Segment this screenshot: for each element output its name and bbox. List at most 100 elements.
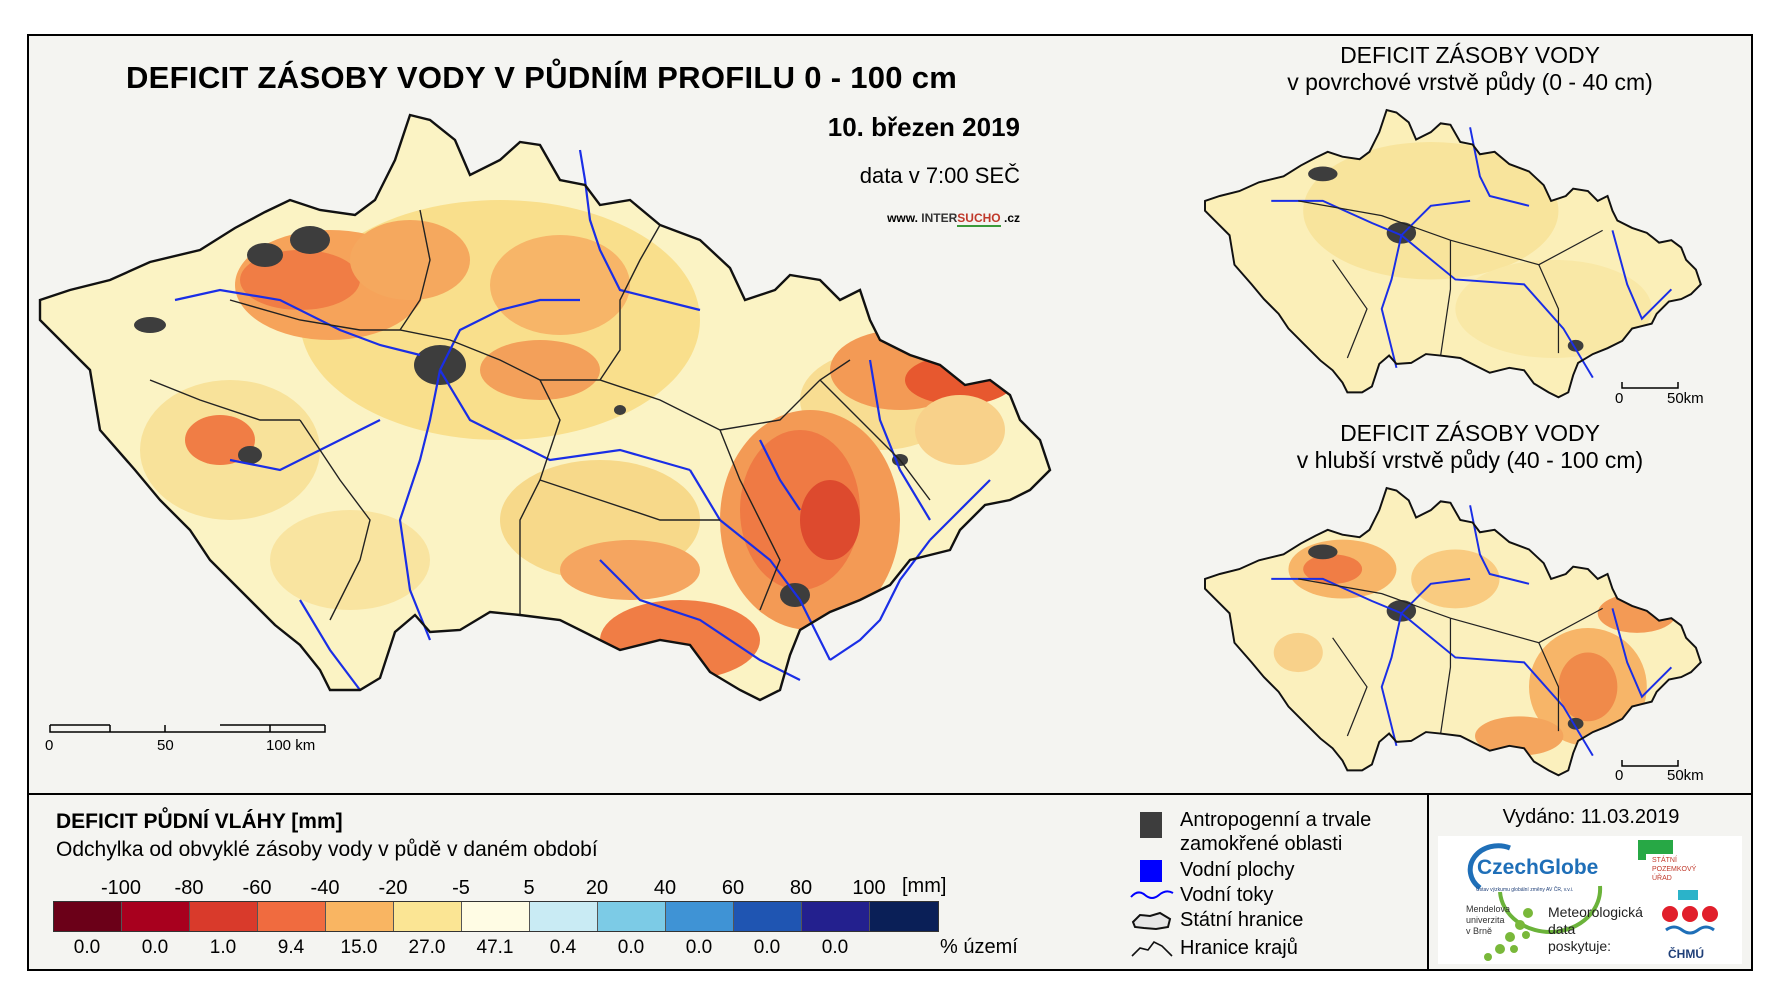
legend-percent-value: 0.0 (821, 937, 849, 958)
legend-percent-label: % území (940, 936, 1018, 958)
legend-unit: [mm] (902, 875, 947, 897)
legend-swatch (122, 902, 190, 931)
mendelu-logo-icon (1484, 908, 1533, 961)
legend-tick: -5 (452, 877, 470, 899)
website-brand-a: INTER (921, 211, 958, 225)
issued-date: Vydáno: 11.03.2019 (1502, 806, 1680, 828)
meteo-data-text: Meteorologická data poskytuje: (1548, 904, 1643, 955)
water-body-icon (1140, 860, 1162, 882)
inset-top-title-line2: v povrchové vrstvě půdy (0 - 40 cm) (1287, 69, 1653, 95)
legend-swatch (54, 902, 122, 931)
legend-swatch (326, 902, 394, 931)
spu-logo-icon (1638, 840, 1673, 854)
inset-top-scale-bar (1621, 382, 1679, 389)
legend-tick: 100 (852, 877, 886, 899)
legend-tick: -80 (174, 877, 204, 899)
inset-bottom-title-line1: DEFICIT ZÁSOBY VODY (1340, 420, 1600, 446)
legend-swatch (734, 902, 802, 931)
legend-tick: -100 (100, 877, 142, 899)
spu-logo-line2: POZEMKOVÝ (1652, 866, 1697, 873)
inset-bottom-scale-bar (1621, 760, 1679, 767)
symbol-label-anthropogenic-1: Antropogenní a trvale (1180, 809, 1372, 831)
anthropogenic-area-icon (1140, 812, 1162, 838)
legend-percent-value: 9.4 (277, 937, 305, 958)
main-map-date: 10. březen 2019 (827, 112, 1020, 142)
main-scale-label-100: 100 km (266, 737, 316, 754)
legend-percent-value: 0.4 (549, 937, 577, 958)
legend-swatch (666, 902, 734, 931)
legend-tick: 40 (653, 877, 677, 899)
inset-top-title: DEFICIT ZÁSOBY VODY v povrchové vrstvě p… (1230, 42, 1710, 96)
mendelu-line1: Mendelova (1466, 904, 1511, 914)
legend-percent-value: 0.0 (141, 937, 169, 958)
symbol-label-state-border: Státní hranice (1180, 909, 1304, 931)
inset-top-scale-0: 0 (1615, 390, 1624, 407)
legend-percent-value: 27.0 (408, 937, 446, 958)
legend-swatch (190, 902, 258, 931)
inset-bottom-scale-0: 0 (1615, 767, 1624, 784)
state-border-icon (1131, 911, 1172, 931)
intersucho-website[interactable]: www. INTERSUCHO .cz (820, 211, 1020, 227)
symbol-label-river: Vodní toky (1180, 884, 1274, 906)
legend-swatch (598, 902, 666, 931)
legend-title: DEFICIT PŮDNÍ VLÁHY [mm] (56, 810, 343, 833)
main-scale-bar (49, 724, 326, 733)
legend-percent-value: 0.0 (753, 937, 781, 958)
symbol-label-anthropogenic-2: zamokřené oblasti (1180, 833, 1343, 855)
symbol-label-water-body: Vodní plochy (1180, 859, 1295, 881)
chmu-logo-icon (1662, 890, 1718, 935)
spu-logo-text: STÁTNÍ POZEMKOVÝ ÚŘAD (1652, 856, 1696, 883)
main-map-data-time: data v 7:00 SEČ (859, 163, 1020, 188)
mendelu-logo-text: Mendelova univerzita v Brně (1466, 904, 1510, 937)
legend-tick: 20 (585, 877, 609, 899)
meteo-line3: poskytuje: (1548, 938, 1612, 954)
legend-divider (27, 793, 1753, 795)
legend-tick: 5 (523, 877, 535, 899)
website-prefix: www. (887, 211, 918, 225)
legend-tick: 80 (789, 877, 813, 899)
main-map-title: DEFICIT ZÁSOBY VODY V PŮDNÍM PROFILU 0 -… (126, 60, 958, 95)
inset-top-scale-50: 50km (1667, 390, 1704, 407)
website-brand-b: SUCHO (957, 211, 1001, 227)
legend-swatch (462, 902, 530, 931)
spu-logo-line3: ÚŘAD (1652, 875, 1672, 882)
legend-subtitle: Odchylka od obvyklé zásoby vody v půdě v… (56, 838, 598, 861)
legend-tick: -60 (242, 877, 272, 899)
symbol-label-region-border: Hranice krajů (1180, 937, 1298, 959)
legend-percent-value: 0.0 (685, 937, 713, 958)
spu-logo-icon-b (1638, 840, 1646, 860)
legend-color-bar (53, 901, 939, 932)
main-scale-label-50: 50 (157, 737, 174, 754)
czechglobe-logo-sub: Ústav výzkumu globální změny AV ČR, v.v.… (1476, 887, 1574, 893)
mendelu-line2: univerzita (1466, 915, 1505, 925)
inset-bottom-map (1204, 487, 1702, 777)
legend-tick: -40 (310, 877, 340, 899)
inset-bottom-scale-50: 50km (1667, 767, 1704, 784)
inset-top-title-line1: DEFICIT ZÁSOBY VODY (1340, 42, 1600, 68)
legend-percent-value: 0.0 (73, 937, 101, 958)
meteo-line1: Meteorologická (1548, 904, 1643, 920)
spu-logo-line1: STÁTNÍ (1652, 857, 1677, 864)
river-icon (1130, 890, 1174, 899)
inset-top-map (1204, 109, 1702, 399)
legend-percent-value: 1.0 (209, 937, 237, 958)
legend-percent-value: 47.1 (476, 937, 514, 958)
legend-tick: 60 (721, 877, 745, 899)
legend-percent-value: 15.0 (340, 937, 378, 958)
region-border-icon (1131, 940, 1173, 957)
czechglobe-logo-text: CzechGlobe (1477, 856, 1599, 879)
legend-swatch (258, 902, 326, 931)
legend-tick: -20 (378, 877, 408, 899)
website-suffix: .cz (1003, 211, 1020, 225)
czechglobe-logo-icon (1467, 843, 1603, 934)
legend-swatch (530, 902, 598, 931)
logos-divider (1427, 793, 1429, 971)
chmu-logo-text: ČHMÚ (1668, 947, 1704, 961)
legend-percent-value: 0.0 (617, 937, 645, 958)
inset-bottom-title-line2: v hlubší vrstvě půdy (40 - 100 cm) (1296, 447, 1644, 473)
legend-swatch (394, 902, 462, 931)
legend-swatch (802, 902, 870, 931)
inset-bottom-title: DEFICIT ZÁSOBY VODY v hlubší vrstvě půdy… (1230, 420, 1710, 474)
mendelu-line3: v Brně (1466, 926, 1493, 936)
